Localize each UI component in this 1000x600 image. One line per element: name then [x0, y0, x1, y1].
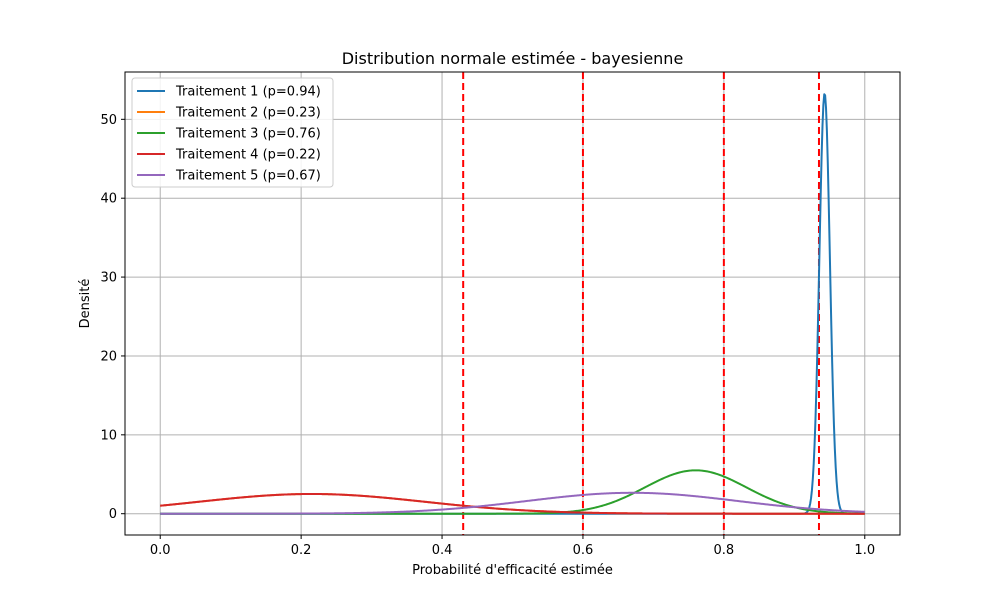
- plot-frame: [124, 71, 901, 536]
- series-line: [160, 491, 865, 515]
- x-axis-ticks: 0.0 0.2 0.4 0.6 0.8 1.0: [150, 535, 875, 558]
- y-axis-label: Densité: [78, 279, 93, 329]
- legend: Traitement 1 (p=0.94) Traitement 2 (p=0.2…: [131, 77, 334, 188]
- y-tick-label: 10: [100, 428, 117, 443]
- x-tick-label: 1.0: [854, 543, 875, 558]
- y-tick-label: 0: [109, 507, 117, 522]
- legend-label: Traitement 1 (p=0.94): [175, 85, 321, 100]
- legend-label: Traitement 2 (p=0.23): [175, 106, 321, 121]
- legend-label: Traitement 3 (p=0.76): [175, 127, 321, 142]
- x-tick-label: 0.6: [573, 543, 594, 558]
- x-tick-label: 0.0: [150, 543, 171, 558]
- series-line: [160, 469, 865, 515]
- legend-label: Traitement 5 (p=0.67): [175, 169, 321, 184]
- y-axis-ticks: 0 10 20 30 40 50: [100, 113, 125, 522]
- y-tick-label: 40: [100, 192, 117, 207]
- y-tick-label: 30: [100, 271, 117, 286]
- threshold-lines: [462, 72, 820, 535]
- x-tick-label: 0.4: [432, 543, 453, 558]
- x-axis-label: Probabilité d'efficacité estimée: [412, 563, 613, 578]
- chart-title: Distribution normale estimée - bayesienn…: [342, 49, 684, 68]
- legend-box: [131, 77, 334, 188]
- x-tick-label: 0.8: [714, 543, 735, 558]
- series-line: [160, 492, 865, 515]
- x-tick-label: 0.2: [291, 543, 312, 558]
- legend-label: Traitement 4 (p=0.22): [175, 148, 321, 163]
- y-tick-label: 50: [100, 113, 117, 128]
- series-lines: [160, 93, 865, 515]
- y-tick-label: 20: [100, 349, 117, 364]
